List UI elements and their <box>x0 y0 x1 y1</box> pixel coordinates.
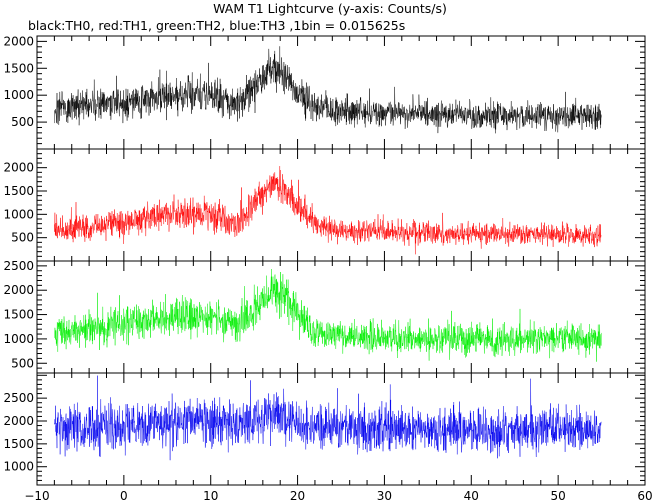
series-line-th0 <box>54 46 602 134</box>
y-tick-label: 2000 <box>3 414 34 428</box>
x-tick-label: 0 <box>120 489 128 503</box>
y-tick-label: 2500 <box>3 391 34 405</box>
y-tick-label: 1500 <box>3 61 34 75</box>
x-tick-label: 50 <box>551 489 566 503</box>
y-tick-label: 1000 <box>3 460 34 474</box>
y-tick-label: 500 <box>11 231 34 245</box>
x-tick-label: 40 <box>464 489 479 503</box>
y-tick-label: 1000 <box>3 332 34 346</box>
y-tick-label: 2000 <box>3 161 34 175</box>
y-tick-label: 2000 <box>3 283 34 297</box>
y-tick-label: 500 <box>11 115 34 129</box>
panel-frame <box>36 372 646 486</box>
chart-subtitle: black:TH0, red:TH1, green:TH2, blue:TH3 … <box>28 18 405 33</box>
y-tick-label: 2500 <box>3 259 34 273</box>
panel-th2: 500 1000 1500 2000 2500 <box>3 259 646 374</box>
x-tick-label: 60 <box>637 489 652 503</box>
panels-group: 500 1000 1500 2000 500 1000 1500 2000 500 1000 150… <box>3 34 646 486</box>
x-tick-label: 20 <box>290 489 305 503</box>
series-line-th1 <box>54 166 602 255</box>
y-tick-label: 500 <box>11 356 34 370</box>
x-tick-label: 10 <box>203 489 218 503</box>
y-tick-label: 1000 <box>3 88 34 102</box>
x-tick-label: 30 <box>377 489 392 503</box>
y-tick-label: 1500 <box>3 184 34 198</box>
panel-th1: 500 1000 1500 2000 <box>3 148 646 262</box>
y-tick-label: 1500 <box>3 308 34 322</box>
panel-th3: 1000 1500 2000 2500 <box>3 372 646 486</box>
panel-th0: 500 1000 1500 2000 <box>3 34 646 150</box>
x-tick-label: −10 <box>24 489 49 503</box>
series-line-th2 <box>54 268 602 362</box>
chart-title: WAM T1 Lightcurve (y-axis: Counts/s) <box>213 1 447 16</box>
panel-frame <box>36 35 646 150</box>
x-axis: −10 0 10 20 30 40 50 60 <box>24 489 652 503</box>
series-line-th3 <box>54 375 602 461</box>
y-tick-label: 2000 <box>3 34 34 48</box>
panel-frame <box>36 148 646 262</box>
y-tick-label: 1000 <box>3 207 34 221</box>
y-tick-label: 1500 <box>3 437 34 451</box>
